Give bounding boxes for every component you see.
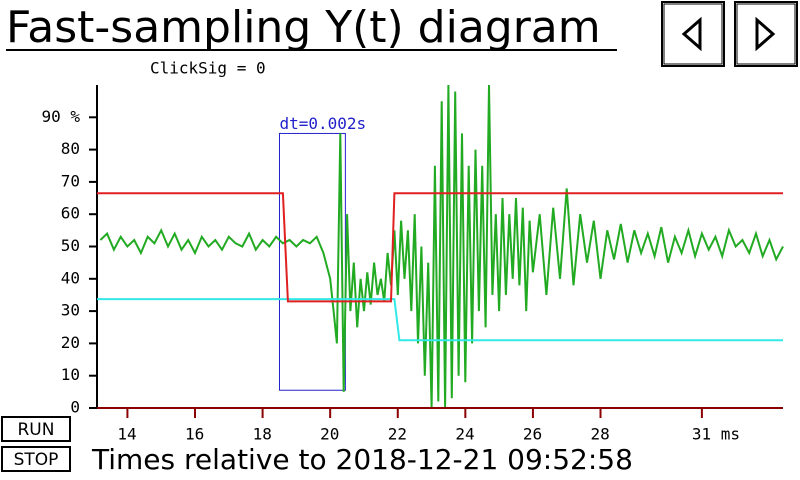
series-line <box>97 192 783 303</box>
stop-button[interactable]: STOP <box>1 446 71 472</box>
x-tick-label: 31 ms <box>692 425 740 444</box>
y-tick-label: 0 <box>70 398 80 417</box>
footer-text: Times relative to 2018-12-21 09:52:58 <box>91 443 633 476</box>
y-tick-label: 70 <box>61 171 80 190</box>
x-tick-label: 26 <box>523 425 542 444</box>
next-button[interactable] <box>734 1 798 67</box>
page-title: Fast-sampling Y(t) diagram <box>6 2 601 53</box>
y-tick-label: 60 <box>61 204 80 223</box>
x-tick-label: 14 <box>117 425 136 444</box>
y-tick-label: 40 <box>61 268 80 287</box>
x-tick-label: 18 <box>253 425 272 444</box>
series-line <box>99 84 784 409</box>
y-tick-label: 80 <box>61 139 80 158</box>
series-line <box>97 298 783 342</box>
run-button[interactable]: RUN <box>1 416 71 442</box>
x-tick-label: 20 <box>320 425 339 444</box>
prev-button[interactable] <box>661 1 725 67</box>
y-tick-label: 50 <box>61 236 80 255</box>
y-tick-label: 10 <box>61 365 80 384</box>
x-tick-label: 22 <box>388 425 407 444</box>
run-label: RUN <box>18 420 55 440</box>
y-tick-label: 20 <box>61 333 80 352</box>
x-tick-label: 28 <box>591 425 610 444</box>
status-text: ClickSig = 0 <box>150 59 266 78</box>
cursor-label: dt=0.002s <box>279 114 366 133</box>
y-tick-label: 90 % <box>41 107 80 126</box>
stop-label: STOP <box>14 450 59 470</box>
x-tick-label: 16 <box>185 425 204 444</box>
x-tick-label: 24 <box>455 425 474 444</box>
y-tick-label: 30 <box>61 301 80 320</box>
